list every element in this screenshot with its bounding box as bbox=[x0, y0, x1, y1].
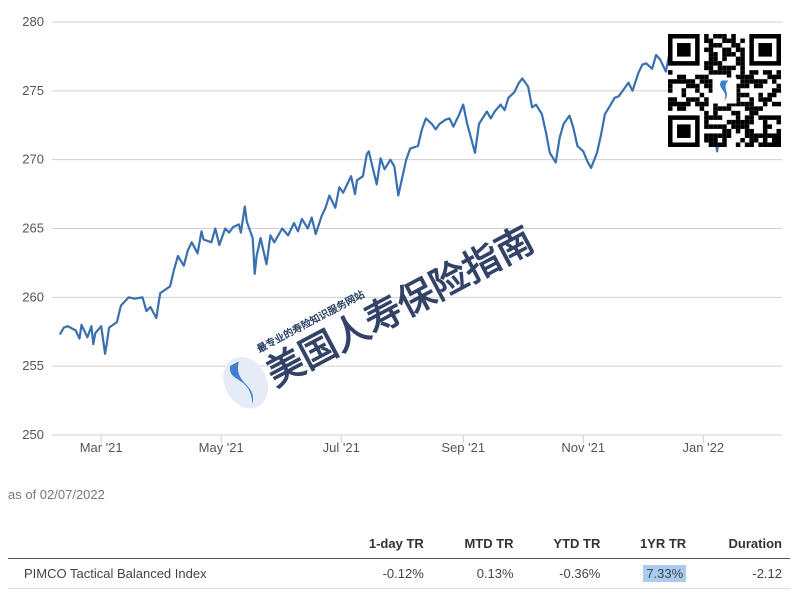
y-tick-label: 280 bbox=[22, 14, 44, 29]
watermark-logo-icon bbox=[223, 356, 269, 409]
index-name: PIMCO Tactical Balanced Index bbox=[24, 566, 207, 581]
column-header-1day: 1-day TR bbox=[368, 536, 424, 551]
table-row: PIMCO Tactical Balanced Index -0.12% 0.1… bbox=[8, 559, 790, 589]
as-of-date: as of 02/07/2022 bbox=[8, 487, 105, 502]
column-header-mtd: MTD TR bbox=[464, 536, 514, 551]
watermark: 最专业的寿险知识服务网站 美国人寿保险指南 bbox=[223, 218, 541, 409]
cell-mtd: 0.13% bbox=[476, 566, 514, 581]
watermark-title: 美国人寿保险指南 bbox=[259, 218, 541, 395]
cell-1yr: 7.33% bbox=[608, 559, 694, 589]
table-header-row: 1-day TR MTD TR YTD TR 1YR TR Duration bbox=[8, 530, 790, 559]
cell-1day: -0.12% bbox=[382, 566, 424, 581]
x-tick-label: Mar '21 bbox=[80, 440, 123, 455]
y-tick-label: 250 bbox=[22, 427, 44, 442]
y-tick-label: 270 bbox=[22, 152, 44, 167]
y-axis: 250 255 260 265 270 275 280 bbox=[22, 14, 44, 442]
gridlines bbox=[52, 21, 782, 367]
series-line bbox=[58, 42, 748, 355]
performance-table: 1-day TR MTD TR YTD TR 1YR TR Duration P… bbox=[8, 530, 790, 589]
column-header-1yr: 1YR TR bbox=[639, 536, 687, 551]
y-tick-label: 260 bbox=[22, 289, 44, 304]
y-tick-label: 265 bbox=[22, 221, 44, 236]
qr-code-icon bbox=[668, 34, 781, 147]
x-tick-label: Nov '21 bbox=[561, 440, 605, 455]
x-tick-label: May '21 bbox=[199, 440, 244, 455]
cell-duration: -2.12 bbox=[752, 566, 782, 581]
x-tick-label: Sep '21 bbox=[441, 440, 485, 455]
highlighted-value: 7.33% bbox=[643, 565, 687, 582]
x-tick-label: Jul '21 bbox=[323, 440, 360, 455]
column-header-name bbox=[8, 530, 334, 559]
line-chart: 250 255 260 265 270 275 280 Mar '21 May '21 Jul … bbox=[22, 14, 782, 455]
y-tick-label: 255 bbox=[22, 358, 44, 373]
cell-ytd: -0.36% bbox=[559, 566, 601, 581]
column-header-ytd: YTD TR bbox=[553, 536, 601, 551]
x-tick-label: Jan '22 bbox=[683, 440, 725, 455]
x-axis: Mar '21 May '21 Jul '21 Sep '21 Nov '21 Jan '… bbox=[80, 435, 724, 455]
y-tick-label: 275 bbox=[22, 83, 44, 98]
column-header-duration: Duration bbox=[728, 536, 782, 551]
